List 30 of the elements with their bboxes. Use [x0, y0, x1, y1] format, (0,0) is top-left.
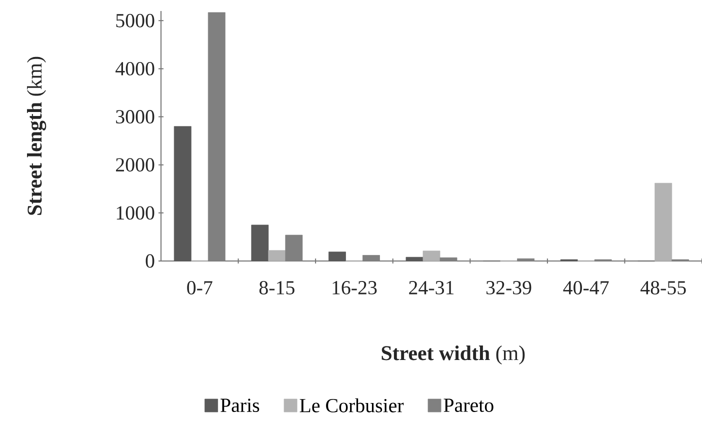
y-tick-label: 1000: [116, 206, 154, 220]
y-axis-title: Street length (km): [27, 56, 46, 215]
x-tick-label: 16-23: [332, 281, 377, 294]
bar: [268, 250, 286, 262]
bar: [406, 256, 424, 262]
y-tick-label: 4000: [116, 62, 154, 76]
x-axis-title: Street width (m): [382, 346, 525, 364]
bar: [440, 257, 458, 262]
y-tick-label: 0: [146, 254, 154, 268]
bar: [251, 224, 269, 262]
legend-label: Pareto: [444, 398, 494, 412]
y-tick-label: 3000: [116, 110, 154, 124]
x-tick-label: 32-39: [486, 281, 532, 294]
x-tick-label: 48-55: [640, 281, 686, 294]
x-tick-label: 24-31: [409, 281, 454, 294]
legend-label: Le Corbusier: [300, 398, 404, 412]
bar: [422, 250, 440, 262]
y-tick-label: 2000: [116, 158, 154, 172]
x-tick-label: 8-15: [259, 281, 294, 294]
bar: [208, 12, 226, 262]
bar: [654, 182, 672, 262]
legend-label: Paris: [220, 398, 260, 412]
x-tick-label: 40-47: [563, 281, 609, 294]
x-tick-label: 0-7: [187, 281, 212, 294]
bar: [285, 234, 303, 262]
bar: [174, 126, 192, 262]
bar: [362, 255, 380, 262]
y-tick-label: 5000: [116, 14, 154, 28]
bar: [328, 252, 346, 262]
bar: [517, 258, 534, 262]
